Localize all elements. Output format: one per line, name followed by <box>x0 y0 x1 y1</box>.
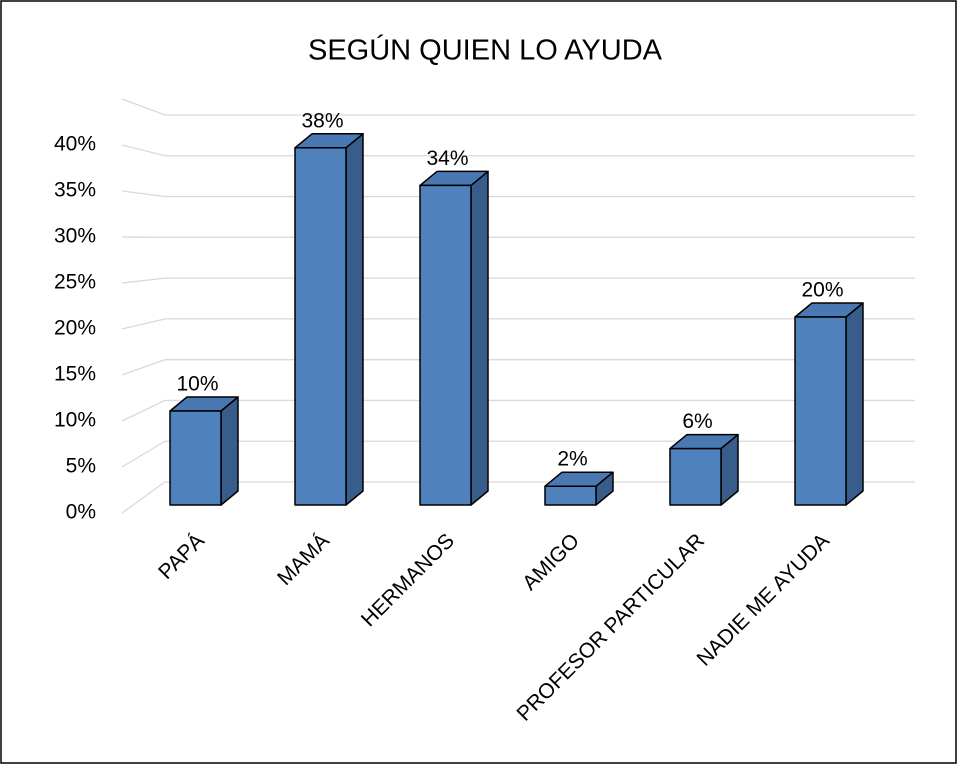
bar <box>295 134 363 505</box>
bar-front <box>420 185 471 505</box>
y-tick-label: 35% <box>54 179 96 202</box>
y-tick-label: 10% <box>54 409 96 432</box>
data-label: 2% <box>557 448 587 471</box>
y-tick-label: 30% <box>54 225 96 248</box>
y-tick-label: 40% <box>54 133 96 156</box>
data-label: 34% <box>426 147 468 170</box>
y-tick-label: 15% <box>54 363 96 386</box>
data-label: 10% <box>176 373 218 396</box>
bar-front <box>170 411 221 505</box>
bar-front <box>295 148 346 505</box>
y-tick-label: 5% <box>66 455 96 478</box>
bar-side <box>471 171 488 505</box>
bar-side <box>346 134 363 505</box>
y-tick-label: 25% <box>54 271 96 294</box>
bar-front <box>670 449 721 505</box>
bar <box>545 472 613 505</box>
bar-side <box>221 397 238 505</box>
bar <box>670 435 738 505</box>
data-label: 20% <box>801 279 843 302</box>
y-tick-label: 20% <box>54 317 96 340</box>
data-label: 38% <box>301 109 343 132</box>
chart-title: SEGÚN QUIEN LO AYUDA <box>308 34 663 67</box>
bar-front <box>795 317 846 505</box>
data-label: 6% <box>682 410 712 433</box>
y-tick-label: 0% <box>66 501 96 524</box>
bar-front <box>545 486 596 505</box>
bar <box>420 171 488 505</box>
bar-side <box>846 303 863 505</box>
bar <box>795 303 863 505</box>
bar <box>170 397 238 505</box>
